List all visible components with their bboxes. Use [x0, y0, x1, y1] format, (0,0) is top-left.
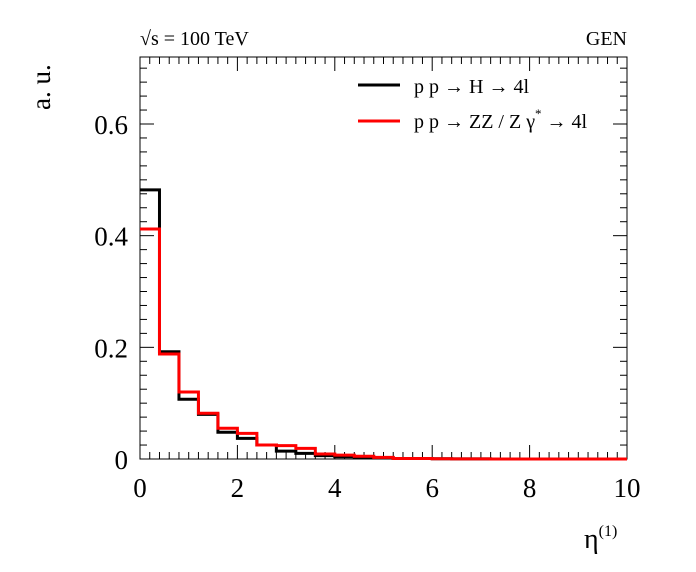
- y-tick-labels: 0 0.2 0.4 0.6: [94, 110, 128, 475]
- x-tick-label: 8: [523, 473, 537, 503]
- legend-label-h4l: p p → H → 4l: [414, 76, 529, 98]
- y-tick-label: 0.2: [94, 333, 128, 363]
- series-line-h4l: [140, 188, 627, 461]
- legend-label-zz4l-main: p p → ZZ / Z γ: [414, 111, 535, 133]
- y-tick-label: 0: [115, 445, 129, 475]
- x-tick-label: 0: [133, 473, 147, 503]
- x-tick-label: 6: [425, 473, 439, 503]
- x-tick-labels: 0 2 4 6 8 10: [133, 473, 640, 503]
- sqrt-symbol: √: [140, 28, 151, 50]
- legend-label-zz4l-tail: → 4l: [542, 111, 588, 133]
- y-tick-label: 0.6: [94, 110, 128, 140]
- x-tick-label: 2: [231, 473, 245, 503]
- legend-label-zz4l: p p → ZZ / Z γ* → 4l: [414, 106, 588, 133]
- x-axis-label-sup: (1): [599, 523, 618, 540]
- x-tick-label: 10: [614, 473, 641, 503]
- energy-text: s = 100 TeV: [151, 28, 249, 50]
- y-axis-label: a. u.: [26, 64, 56, 110]
- legend: p p → H → 4l p p → ZZ / Z γ* → 4l: [358, 76, 588, 133]
- legend-label-zz4l-star: *: [535, 106, 542, 121]
- gen-tag: GEN: [586, 28, 627, 50]
- x-axis-label-main: η: [584, 524, 599, 555]
- axis-ticks: [139, 57, 628, 460]
- x-axis-label: η(1): [584, 523, 617, 555]
- series-group: [140, 188, 627, 461]
- series-line-zz4l: [140, 227, 627, 461]
- x-tick-label: 4: [328, 473, 342, 503]
- y-tick-label: 0.4: [94, 222, 128, 252]
- energy-label: √s = 100 TeV: [140, 28, 249, 50]
